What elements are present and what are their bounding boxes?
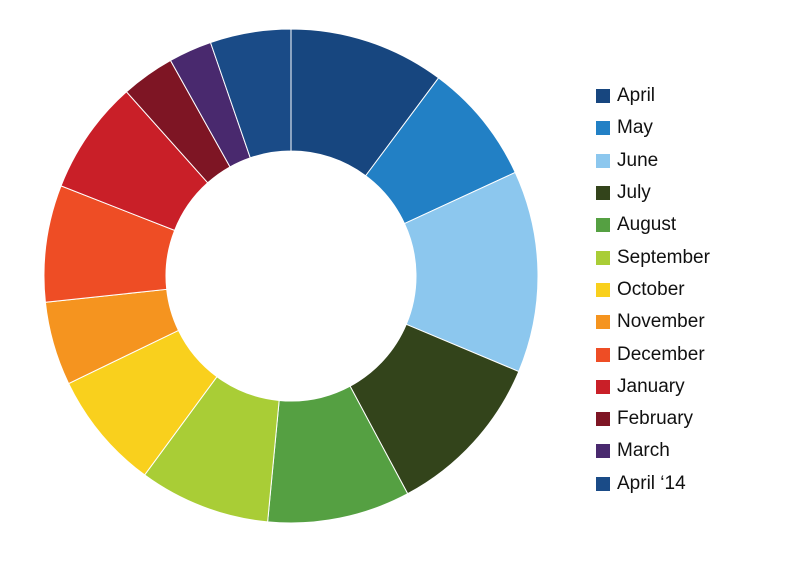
legend-item: May (596, 112, 710, 144)
legend-item: April (596, 80, 710, 112)
legend-label: August (617, 214, 677, 236)
legend-label: April (617, 85, 656, 107)
legend-label: January (617, 375, 685, 397)
legend-label: July (617, 182, 651, 204)
legend-label: May (617, 117, 653, 139)
legend-label: April ‘14 (617, 472, 686, 494)
legend-swatch (596, 282, 610, 297)
chart-legend: April May June July August September October No… (596, 80, 710, 500)
legend-label: March (617, 440, 670, 462)
legend-swatch (596, 250, 610, 265)
legend-swatch (596, 89, 610, 104)
legend-item: January (596, 371, 710, 403)
legend-swatch (596, 444, 610, 459)
legend-item: December (596, 338, 710, 370)
legend-label: December (617, 343, 705, 365)
legend-swatch (596, 186, 610, 201)
donut-slices (43, 28, 539, 524)
legend-label: September (617, 246, 710, 268)
legend-item: August (596, 209, 710, 241)
legend-item: July (596, 177, 710, 209)
legend-swatch (596, 121, 610, 136)
legend-item: November (596, 306, 710, 338)
legend-label: February (617, 408, 694, 430)
legend-item: April ‘14 (596, 468, 710, 500)
legend-label: June (617, 149, 659, 171)
donut-slice-13 (209, 28, 292, 159)
legend-item: February (596, 403, 710, 435)
legend-label: November (617, 311, 705, 333)
legend-item: June (596, 145, 710, 177)
legend-swatch (596, 153, 610, 168)
legend-swatch (596, 347, 610, 362)
legend-swatch (596, 379, 610, 394)
legend-item: March (596, 435, 710, 467)
legend-swatch (596, 315, 610, 330)
legend-swatch (596, 412, 610, 427)
legend-item: September (596, 241, 710, 273)
legend-swatch (596, 476, 610, 491)
legend-label: October (617, 278, 685, 300)
legend-item: October (596, 274, 710, 306)
legend-swatch (596, 218, 610, 233)
